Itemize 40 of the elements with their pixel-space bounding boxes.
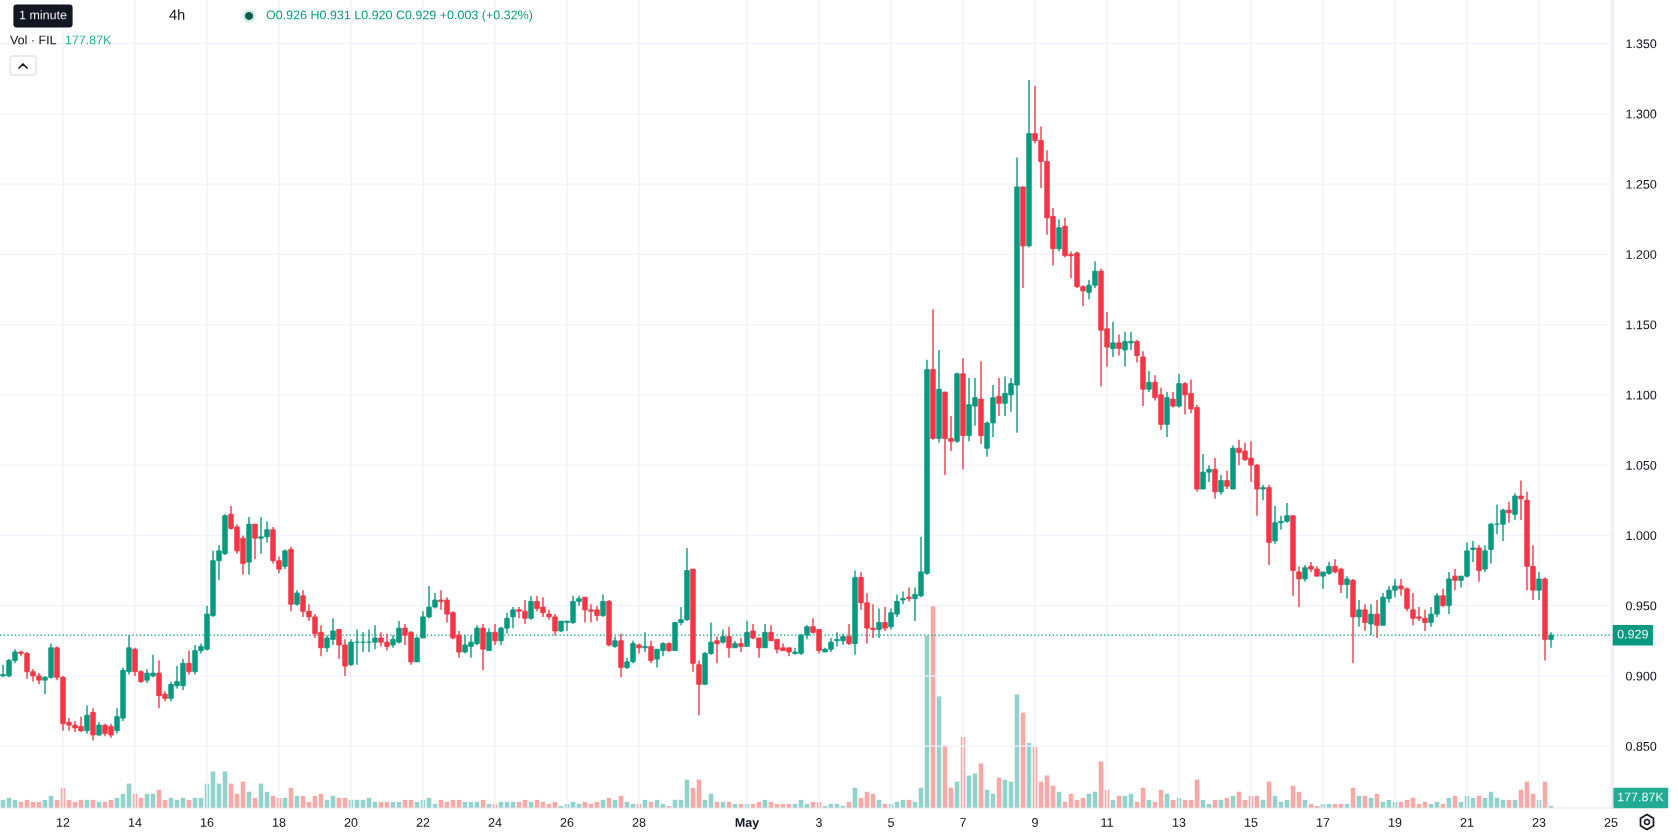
x-tick-label: 5 <box>888 818 894 827</box>
y-tick-label: 1.000 <box>1626 531 1657 541</box>
x-tick-label: 21 <box>1460 818 1474 827</box>
y-tick-label: 1.150 <box>1626 320 1657 330</box>
y-tick-label: 1.350 <box>1626 39 1657 49</box>
x-tick-label: 7 <box>960 818 966 827</box>
y-tick-label: 0.900 <box>1625 671 1657 681</box>
x-tick-label: 24 <box>488 818 502 827</box>
x-tick-label: 26 <box>560 818 574 827</box>
text: 177.87K <box>1618 792 1664 802</box>
y-tick-label: 1.300 <box>1626 109 1657 119</box>
x-tick-label: 3 <box>816 818 822 827</box>
x-tick-label: 28 <box>632 818 646 827</box>
y-tick-label: 1.250 <box>1626 179 1657 189</box>
x-tick-label: 25 <box>1604 818 1618 827</box>
x-tick-label: 11 <box>1101 818 1113 827</box>
x-tick-label: May <box>735 818 760 830</box>
x-tick-label: 15 <box>1245 818 1258 827</box>
x-tick-label: 23 <box>1532 818 1546 827</box>
y-tick-label: 0.850 <box>1625 741 1657 751</box>
x-tick-label: 22 <box>416 818 430 827</box>
x-tick-label: 18 <box>273 818 286 827</box>
x-tick-label: 9 <box>1032 818 1038 827</box>
annotation: 1 minute <box>19 10 67 20</box>
x-tick-label: 17 <box>1317 818 1330 827</box>
x-tick-label: 12 <box>57 818 70 827</box>
y-tick-label: 1.200 <box>1626 250 1657 259</box>
y-tick-label: 1.050 <box>1626 460 1657 470</box>
annotation: 177.87K <box>65 35 112 45</box>
x-tick-label: 19 <box>1389 818 1402 827</box>
x-tick-label: 16 <box>201 818 214 827</box>
y-tick-label: 1.100 <box>1626 390 1657 400</box>
x-tick-label: 14 <box>129 818 142 827</box>
y-tick-label: 0.950 <box>1625 601 1657 611</box>
chart-title: 4h <box>169 9 185 20</box>
x-tick-label: 20 <box>344 818 358 827</box>
text: O0.926 H0.931 L0.920 C0.929 +0.003 (+0.32%) <box>266 10 533 22</box>
x-tick-label: 13 <box>1173 818 1186 827</box>
ref-line-label: 0.929 <box>1617 629 1648 639</box>
chart-title: Vol · FIL <box>10 35 57 45</box>
